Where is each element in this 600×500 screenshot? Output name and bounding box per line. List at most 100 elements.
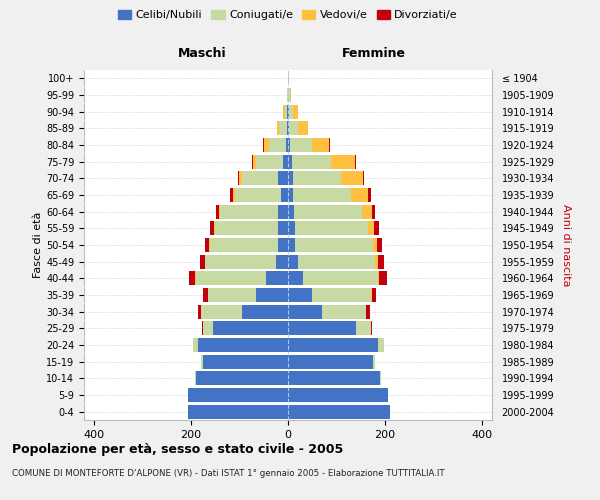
Bar xyxy=(368,188,371,202)
Bar xyxy=(220,204,278,219)
Bar xyxy=(366,304,370,319)
Bar xyxy=(289,104,293,118)
Bar xyxy=(283,104,284,118)
Bar xyxy=(295,238,373,252)
Bar xyxy=(196,271,266,285)
Bar xyxy=(209,238,210,252)
Bar xyxy=(378,271,379,285)
Bar xyxy=(288,204,294,219)
Bar xyxy=(286,138,288,152)
Bar xyxy=(288,371,380,386)
Bar xyxy=(218,204,220,219)
Bar xyxy=(292,154,331,169)
Bar xyxy=(293,104,298,118)
Bar xyxy=(294,204,362,219)
Bar xyxy=(289,121,298,136)
Bar xyxy=(269,138,286,152)
Bar xyxy=(193,338,198,352)
Bar xyxy=(203,354,288,369)
Bar xyxy=(295,221,368,236)
Bar xyxy=(281,188,288,202)
Bar xyxy=(362,204,371,219)
Text: Femmine: Femmine xyxy=(341,47,406,60)
Bar xyxy=(188,388,288,402)
Y-axis label: Fasce di età: Fasce di età xyxy=(33,212,43,278)
Bar xyxy=(264,138,269,152)
Bar xyxy=(208,288,256,302)
Bar xyxy=(288,121,289,136)
Bar xyxy=(278,204,288,219)
Bar xyxy=(200,354,203,369)
Bar xyxy=(288,304,322,319)
Bar xyxy=(290,138,312,152)
Bar xyxy=(198,304,200,319)
Bar xyxy=(290,88,292,102)
Bar xyxy=(276,254,288,269)
Bar xyxy=(266,271,288,285)
Bar xyxy=(377,238,382,252)
Bar xyxy=(312,138,329,152)
Bar xyxy=(242,171,278,186)
Bar xyxy=(195,371,196,386)
Bar xyxy=(376,254,378,269)
Bar xyxy=(210,221,214,236)
Bar xyxy=(288,338,378,352)
Bar xyxy=(203,288,208,302)
Bar xyxy=(205,238,209,252)
Bar xyxy=(302,271,378,285)
Bar xyxy=(198,338,288,352)
Bar xyxy=(373,354,376,369)
Bar xyxy=(216,204,218,219)
Bar xyxy=(379,271,386,285)
Bar xyxy=(288,322,356,336)
Bar xyxy=(256,154,283,169)
Bar xyxy=(188,404,288,419)
Bar xyxy=(371,288,376,302)
Bar xyxy=(288,238,295,252)
Bar xyxy=(287,121,288,136)
Bar xyxy=(288,254,298,269)
Bar xyxy=(298,254,376,269)
Bar xyxy=(233,188,235,202)
Bar xyxy=(289,88,290,102)
Bar xyxy=(351,188,368,202)
Bar xyxy=(288,188,293,202)
Bar xyxy=(230,188,233,202)
Bar xyxy=(196,371,288,386)
Bar xyxy=(210,238,278,252)
Bar xyxy=(242,304,288,319)
Bar xyxy=(288,354,373,369)
Bar xyxy=(322,304,366,319)
Bar xyxy=(213,322,288,336)
Bar xyxy=(331,154,355,169)
Bar xyxy=(293,188,351,202)
Bar xyxy=(203,322,213,336)
Bar xyxy=(239,171,242,186)
Bar xyxy=(371,204,376,219)
Bar xyxy=(279,121,287,136)
Bar xyxy=(200,254,205,269)
Text: COMUNE DI MONTEFORTE D'ALPONE (VR) - Dati ISTAT 1° gennaio 2005 - Elaborazione T: COMUNE DI MONTEFORTE D'ALPONE (VR) - Dat… xyxy=(12,469,445,478)
Bar xyxy=(287,104,288,118)
Bar xyxy=(288,271,302,285)
Bar xyxy=(378,254,383,269)
Bar xyxy=(190,271,195,285)
Legend: Celibi/Nubili, Coniugati/e, Vedovi/e, Divorziati/e: Celibi/Nubili, Coniugati/e, Vedovi/e, Di… xyxy=(113,6,463,25)
Bar xyxy=(205,254,276,269)
Bar xyxy=(288,404,390,419)
Bar xyxy=(278,221,288,236)
Bar xyxy=(363,171,364,186)
Bar xyxy=(356,322,371,336)
Bar xyxy=(238,171,239,186)
Bar xyxy=(284,104,287,118)
Bar xyxy=(278,238,288,252)
Bar xyxy=(341,171,363,186)
Bar xyxy=(368,221,374,236)
Bar xyxy=(371,322,372,336)
Bar xyxy=(214,221,215,236)
Bar xyxy=(373,238,377,252)
Bar xyxy=(288,154,292,169)
Bar xyxy=(202,322,203,336)
Bar xyxy=(288,221,295,236)
Bar xyxy=(288,171,293,186)
